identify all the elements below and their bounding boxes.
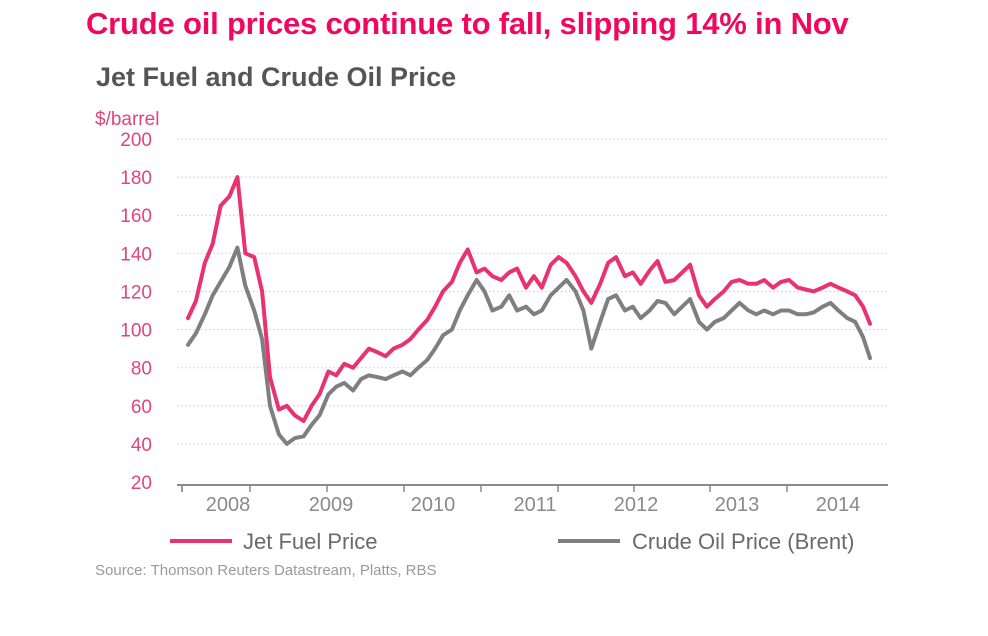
y-tick-label: 120: [120, 282, 152, 303]
y-tick-label: 80: [131, 359, 152, 380]
x-tick-label: 2013: [715, 494, 760, 516]
y-tick-label: 40: [131, 435, 152, 456]
y-tick-label: 200: [120, 130, 152, 151]
headline: Crude oil prices continue to fall, slipp…: [86, 6, 849, 41]
series-line-jet-fuel: [186, 175, 872, 423]
legend-label-crude-oil: Crude Oil Price (Brent): [632, 529, 855, 554]
y-tick-label: 100: [120, 321, 152, 342]
source-note: Source: Thomson Reuters Datastream, Plat…: [95, 562, 437, 579]
chart-title: Jet Fuel and Crude Oil Price: [96, 62, 457, 92]
y-tick-label: 180: [120, 168, 152, 189]
y-tick-label: 20: [131, 473, 152, 494]
y-axis-ticks: 20 40 60 80 100 120 140 160 180 200: [120, 130, 152, 494]
series-line-crude-oil: [186, 245, 872, 446]
legend-label-jet-fuel: Jet Fuel Price: [243, 529, 378, 554]
x-tick-label: 2011: [513, 494, 556, 516]
y-tick-label: 60: [131, 397, 152, 418]
x-tick-label: 2008: [206, 494, 251, 516]
legend: Jet Fuel Price Crude Oil Price (Brent): [170, 529, 855, 554]
y-tick-label: 140: [120, 244, 152, 265]
x-tick-label: 2014: [816, 494, 861, 516]
x-tick-label: 2010: [411, 494, 456, 516]
gridlines: [177, 138, 888, 445]
x-tick-label: 2012: [614, 494, 659, 516]
x-tick-label: 2009: [309, 494, 354, 516]
y-axis-unit-label: $/barrel: [95, 109, 159, 130]
x-axis: 2008 2009 2010 2011 2012 2013 2014: [177, 484, 888, 516]
y-tick-label: 160: [120, 206, 152, 227]
series-lines: [186, 175, 872, 446]
